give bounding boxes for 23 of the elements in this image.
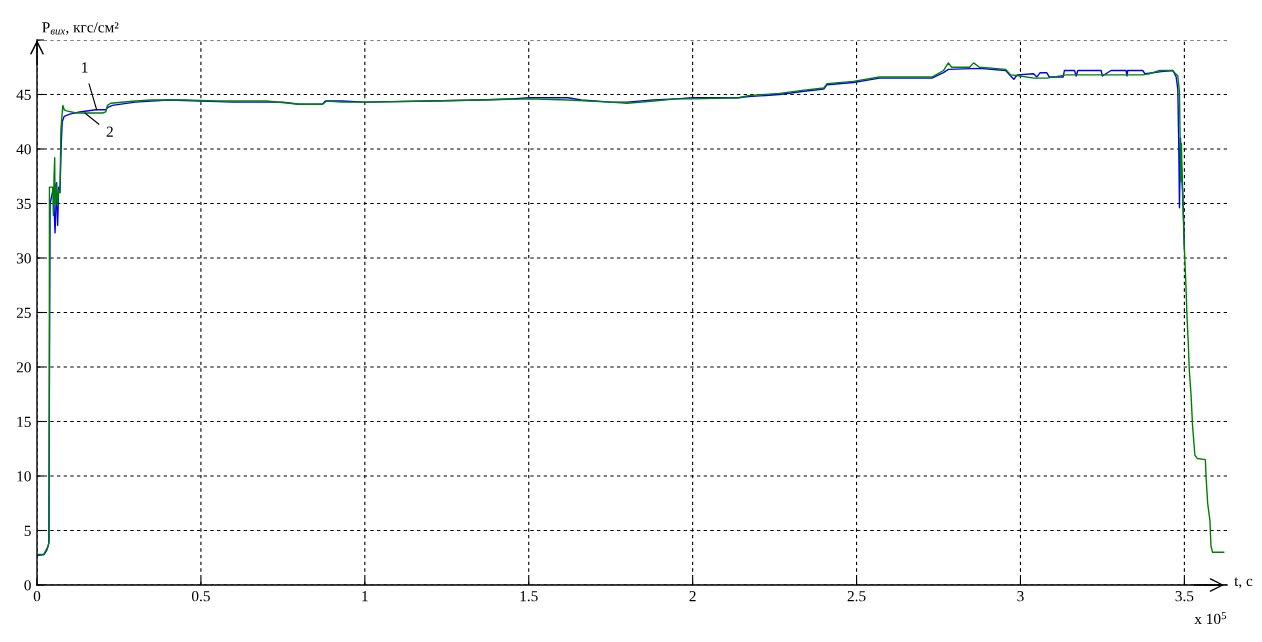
x-tick-label: 0.5 — [191, 591, 210, 602]
x-tick-label: 0 — [33, 591, 41, 602]
y-tick-label: 35 — [16, 198, 31, 209]
y-axis-title: P$_{вих}$, кгс/см² — [42, 22, 119, 35]
y-tick-label: 15 — [17, 416, 31, 427]
text: x 10$^{5}$ — [1194, 612, 1227, 625]
x-tick-label: 3.5 — [1175, 591, 1194, 602]
x-tick-label: 1 — [362, 591, 368, 602]
y-tick-label: 10 — [17, 471, 31, 482]
y-tick-label: 45 — [16, 89, 31, 100]
y-tick-label: 0 — [24, 580, 31, 591]
x-tick-label: 2 — [689, 591, 696, 602]
y-tick-label: 20 — [16, 362, 31, 373]
x-axis-title: t, c — [1234, 577, 1253, 589]
y-tick-label: 5 — [24, 525, 31, 536]
x-tick-label: 3 — [1017, 591, 1024, 602]
annotation: 2 — [106, 126, 113, 137]
y-tick-label: 30 — [16, 253, 31, 264]
y-tick-label: 40 — [16, 144, 31, 155]
x-tick-label: 1.5 — [520, 591, 538, 602]
annotation: 1 — [82, 62, 88, 73]
y-tick-label: 25 — [16, 307, 31, 318]
x-tick-label: 2.5 — [847, 591, 866, 602]
